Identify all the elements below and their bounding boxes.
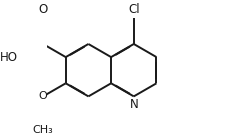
Text: N: N [129, 99, 138, 112]
Text: HO: HO [0, 51, 18, 64]
Text: Cl: Cl [127, 4, 139, 16]
Text: O: O [38, 4, 48, 16]
Text: CH₃: CH₃ [33, 125, 53, 135]
Text: O: O [38, 91, 47, 101]
